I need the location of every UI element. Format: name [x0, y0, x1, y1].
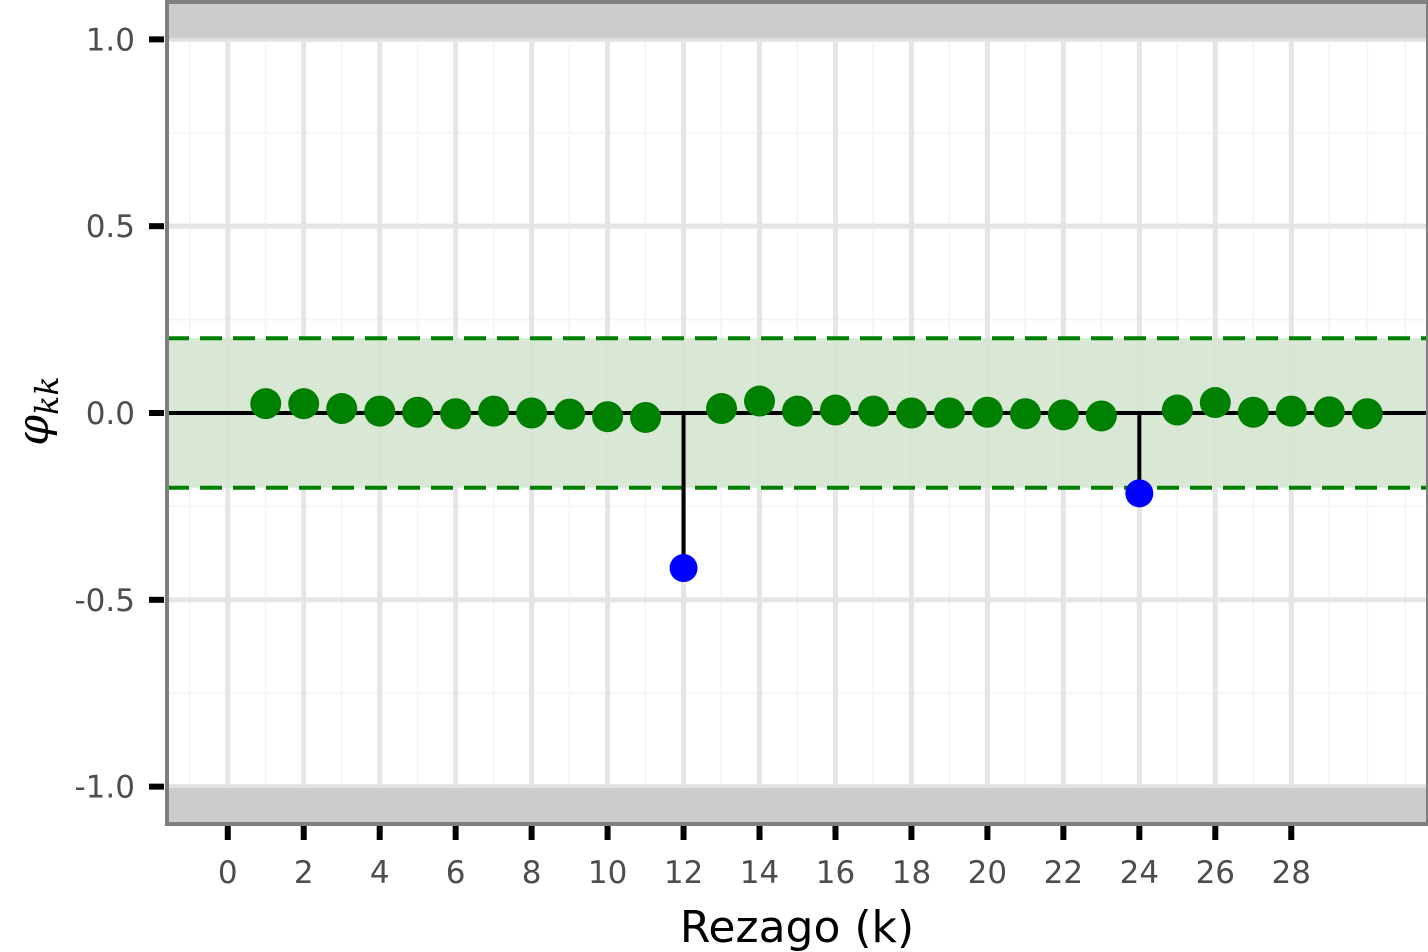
x-tick-label: 10 — [588, 855, 627, 891]
y-tick-label: -1.0 — [75, 770, 136, 806]
x-tick-label: 24 — [1120, 855, 1159, 891]
y-tick-label: 1.0 — [86, 22, 135, 58]
x-tick-label: 2 — [294, 855, 314, 891]
point-lag-28 — [1275, 395, 1307, 427]
point-lag-21 — [1009, 398, 1041, 430]
lower-limit-shade — [167, 786, 1428, 824]
y-tick-label: -0.5 — [75, 583, 136, 619]
y-tick-label: 0.0 — [86, 396, 135, 432]
x-tick-label: 16 — [816, 855, 855, 891]
x-axis-title: Rezago (k) — [680, 902, 914, 952]
point-lag-10 — [592, 401, 624, 433]
point-lag-17 — [857, 395, 889, 427]
x-tick-label: 22 — [1044, 855, 1083, 891]
point-lag-30 — [1351, 398, 1383, 430]
y-axis-title-symbol: φ — [8, 415, 59, 446]
x-tick-label: 20 — [968, 855, 1007, 891]
panel-border — [165, 0, 1428, 826]
x-tick-label: 6 — [446, 855, 466, 891]
y-tick-label: 0.5 — [86, 209, 135, 245]
point-lag-11 — [630, 401, 662, 433]
point-lag-29 — [1313, 396, 1345, 428]
point-lag-12 — [669, 554, 698, 583]
x-tick-label: 4 — [370, 855, 390, 891]
point-lag-24 — [1125, 479, 1154, 508]
upper-limit-shade — [167, 2, 1428, 40]
point-lag-6 — [440, 398, 472, 430]
x-tick-label: 12 — [664, 855, 703, 891]
point-lag-1 — [250, 388, 282, 420]
point-lag-5 — [402, 396, 434, 428]
limit-shading — [167, 2, 1428, 824]
point-lag-8 — [516, 397, 548, 429]
point-lag-19 — [933, 397, 965, 429]
y-axis-title: φkk — [8, 376, 66, 446]
point-lag-3 — [326, 393, 358, 425]
x-tick-label: 26 — [1196, 855, 1235, 891]
point-lag-2 — [288, 388, 320, 420]
x-tick-label: 28 — [1272, 855, 1311, 891]
point-lag-20 — [971, 396, 1003, 428]
x-tick-label: 0 — [218, 855, 238, 891]
point-lag-15 — [782, 395, 813, 427]
point-lag-16 — [819, 394, 851, 426]
points — [250, 385, 1383, 583]
x-tick-label: 8 — [522, 855, 542, 891]
point-lag-18 — [895, 397, 927, 429]
y-axis: -1.0 -0.5 0.0 0.5 1.0 — [75, 22, 164, 806]
point-lag-4 — [364, 395, 396, 427]
point-lag-27 — [1237, 396, 1269, 428]
y-axis-title-subscript: kk — [28, 376, 66, 415]
point-lag-14 — [744, 385, 776, 417]
point-lag-23 — [1085, 400, 1117, 432]
point-lag-26 — [1199, 387, 1231, 419]
x-axis: 0 2 4 6 8 10 12 14 16 18 20 22 24 26 28 — [218, 826, 1311, 891]
point-lag-9 — [554, 398, 586, 430]
point-lag-7 — [478, 395, 510, 427]
point-lag-25 — [1161, 394, 1193, 426]
point-lag-13 — [706, 393, 738, 425]
point-lag-22 — [1047, 399, 1079, 431]
x-tick-label: 14 — [740, 855, 779, 891]
x-tick-label: 18 — [892, 855, 931, 891]
